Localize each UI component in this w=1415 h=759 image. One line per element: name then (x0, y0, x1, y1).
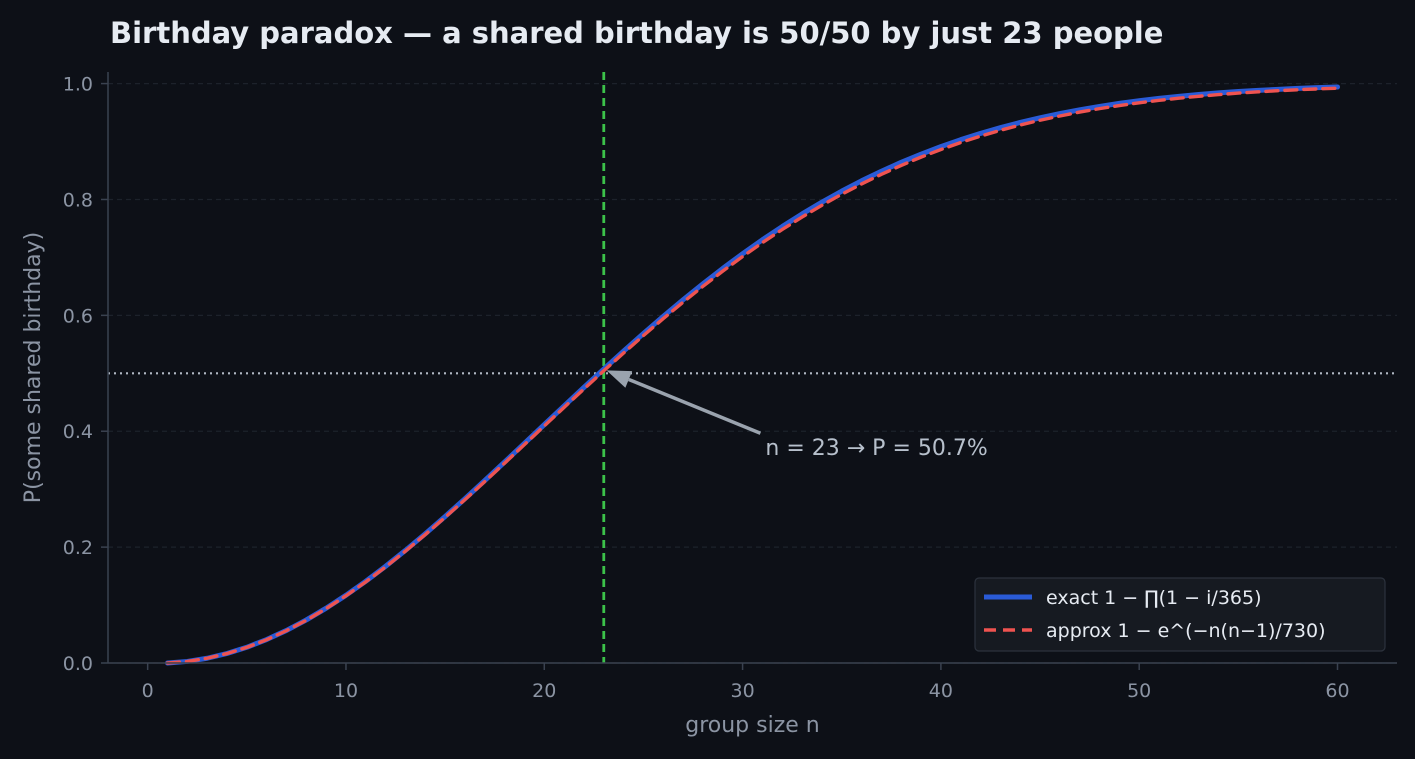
x-tick-label: 50 (1127, 680, 1151, 702)
y-tick-label: 1.0 (63, 74, 93, 96)
axes: 0 10 20 30 40 50 60 0.0 0.2 0.4 0.6 0.8 1.0 (63, 72, 1397, 702)
annotation-arrow-shaft (628, 377, 762, 435)
x-tick-label: 0 (142, 680, 154, 702)
x-tick-label: 60 (1325, 680, 1349, 702)
y-tick-label: 0.6 (63, 305, 93, 327)
annotation-arrow-head (606, 370, 633, 388)
reference-lines (108, 72, 1397, 663)
series-lines (164, 84, 1341, 666)
x-tick-label: 30 (730, 680, 754, 702)
y-tick-label: 0.4 (63, 421, 93, 443)
y-tick-label: 0.8 (63, 189, 93, 211)
series-line-exact (164, 84, 1341, 666)
x-tick-label: 40 (929, 680, 953, 702)
x-tick-label: 20 (532, 680, 556, 702)
y-axis-label: P(some shared birthday) (21, 232, 46, 503)
legend-label: approx 1 − e^(−n(n−1)/730) (1046, 620, 1326, 642)
y-tick-label: 0.2 (63, 537, 93, 559)
annotation: n = 23 → P = 50.7% (606, 370, 988, 461)
x-tick-label: 10 (334, 680, 358, 702)
legend-box (974, 577, 1386, 652)
series-line-approx (165, 86, 1340, 665)
annotation-label: n = 23 → P = 50.7% (765, 436, 987, 461)
y-tick-label: 0.0 (63, 653, 93, 675)
chart-title: Birthday paradox — a shared birthday is … (110, 16, 1163, 50)
legend: exact 1 − ∏(1 − i/365) approx 1 − e^(−n(n… (974, 577, 1386, 652)
x-axis-label: group size n (685, 713, 819, 738)
legend-label: exact 1 − ∏(1 − i/365) (1046, 587, 1262, 609)
